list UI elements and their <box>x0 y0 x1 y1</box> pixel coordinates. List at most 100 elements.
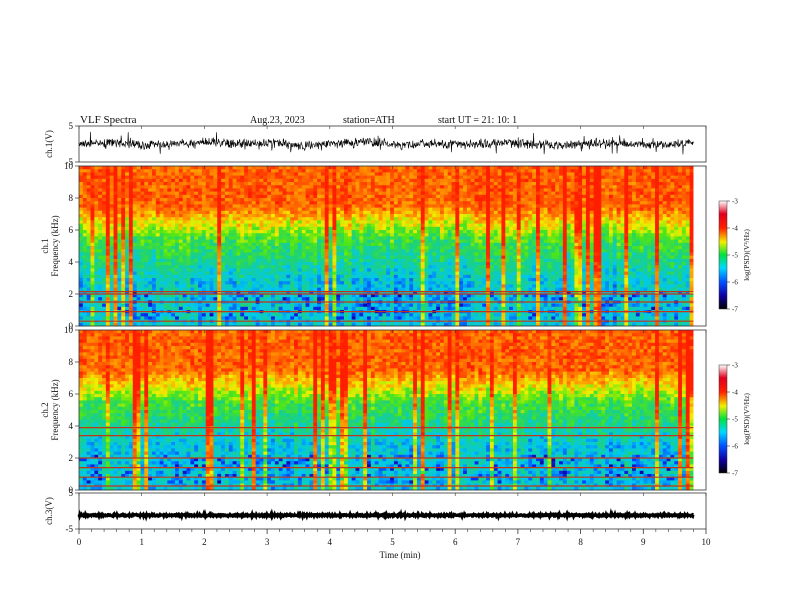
spectrogram-cell <box>140 246 145 250</box>
spectrogram-cell <box>466 188 472 192</box>
spectrogram-cell <box>159 169 164 173</box>
spectrogram-cell <box>440 198 445 202</box>
spectrogram-cell <box>367 214 372 218</box>
spectrogram-cell <box>635 220 641 224</box>
spectrogram-cell <box>589 217 595 221</box>
spectrogram-cell <box>574 198 579 202</box>
spectrogram-cell <box>336 223 341 228</box>
spectrogram-cell <box>155 262 161 266</box>
spectrogram-cell <box>466 214 472 218</box>
spectrogram-cell <box>593 246 598 250</box>
spectrogram-cell <box>355 204 360 208</box>
spectrogram-cell <box>90 226 95 231</box>
spectrogram-cell <box>401 217 406 221</box>
spectrogram-cell <box>263 175 268 180</box>
spectrogram-cell <box>336 201 341 205</box>
spectrogram-cell <box>413 246 418 250</box>
spectrogram-cell <box>386 169 391 173</box>
spectrogram-cell <box>105 204 111 208</box>
spectrogram-cell <box>678 201 683 205</box>
spectrogram-cell <box>351 252 356 256</box>
spectrogram-cell <box>263 166 268 170</box>
spectrogram-cell <box>616 166 621 170</box>
spectrogram-cell <box>482 239 487 244</box>
spectrogram-cell <box>240 236 245 240</box>
spectrogram-cell <box>632 172 637 176</box>
spectrogram-cell <box>278 258 283 263</box>
spectrogram-cell <box>655 201 660 205</box>
spectrogram-cell <box>374 194 379 199</box>
spectrogram-cell <box>163 262 168 266</box>
spectrogram-cell <box>113 220 118 224</box>
spectrogram-cell <box>267 230 272 234</box>
spectrogram-cell <box>236 233 241 237</box>
spectrogram-cell <box>447 262 452 266</box>
spectrogram-cell <box>501 249 506 253</box>
spectrogram-cell <box>324 233 330 237</box>
spectrogram-cell <box>363 252 368 256</box>
spectrogram-cell <box>401 233 406 237</box>
spectrogram-cell <box>367 255 372 260</box>
spectrogram-cell <box>282 204 287 208</box>
spectrogram-cell <box>390 230 395 234</box>
spectrogram-cell <box>570 185 575 189</box>
spectrogram-cell <box>132 169 138 173</box>
spectrogram-cell <box>678 233 683 237</box>
spectrogram-cell <box>374 166 379 170</box>
spectrogram-cell <box>493 188 498 192</box>
spectrogram-cell <box>113 230 118 234</box>
spectrogram-cell <box>171 242 176 247</box>
spectrogram-cell <box>612 172 618 176</box>
spectrogram-cell <box>658 249 664 253</box>
spectrogram-cell <box>209 214 214 218</box>
spectrogram-cell <box>420 214 426 218</box>
spectrogram-cell <box>512 230 518 234</box>
spectrogram-cell <box>290 242 295 247</box>
spectrogram-cell <box>520 246 525 250</box>
spectrogram-cell <box>151 204 157 208</box>
spectrogram-cell <box>470 191 475 196</box>
spectrogram-cell <box>505 191 510 196</box>
spectrogram-cell <box>79 236 84 240</box>
spectrogram-cell <box>351 201 356 205</box>
spectrogram-cell <box>282 201 287 205</box>
spectrogram-cell <box>520 220 525 224</box>
spectrogram-cell <box>267 175 272 180</box>
spectrogram-cell <box>224 188 230 192</box>
spectrogram-cell <box>171 175 176 180</box>
spectrogram-cell <box>628 255 633 260</box>
spectrogram-cell <box>320 223 326 228</box>
spectrogram-cell <box>201 233 207 237</box>
spectrogram-cell <box>294 226 299 231</box>
spectrogram-cell <box>271 182 276 186</box>
spectrogram-cell <box>363 166 368 170</box>
spectrogram-cell <box>79 252 84 256</box>
spectrogram-cell <box>121 169 126 173</box>
spectrogram-cell <box>205 214 210 218</box>
spectrogram-cell <box>432 220 437 224</box>
spectrogram-cell <box>332 255 337 260</box>
spectrogram-cell <box>639 166 644 170</box>
spectrogram-cell <box>274 169 280 173</box>
spectrogram-cell <box>328 169 333 173</box>
spectrogram-cell <box>643 166 648 170</box>
spectrogram-cell <box>428 185 433 189</box>
spectrogram-cell <box>632 249 637 253</box>
spectrogram-cell <box>113 246 118 250</box>
spectrogram-cell <box>367 258 372 263</box>
spectrogram-cell <box>605 166 610 170</box>
spectrogram-cell <box>313 258 318 263</box>
spectrogram-cell <box>497 207 502 212</box>
spectrogram-cell <box>209 258 214 263</box>
spectrogram-cell <box>370 188 376 192</box>
header-station: station=ATH <box>343 115 395 126</box>
spectrogram-cell <box>159 242 164 247</box>
spectrogram-cell <box>194 207 199 212</box>
spectrogram-cell <box>463 239 468 244</box>
spectrogram-cell <box>359 249 364 253</box>
spectrogram-cell <box>455 242 460 247</box>
spectrogram-cell <box>543 226 548 231</box>
spectrogram-cell <box>113 255 118 260</box>
spectrogram-cell <box>175 185 180 189</box>
spectrogram-cell <box>497 172 502 176</box>
